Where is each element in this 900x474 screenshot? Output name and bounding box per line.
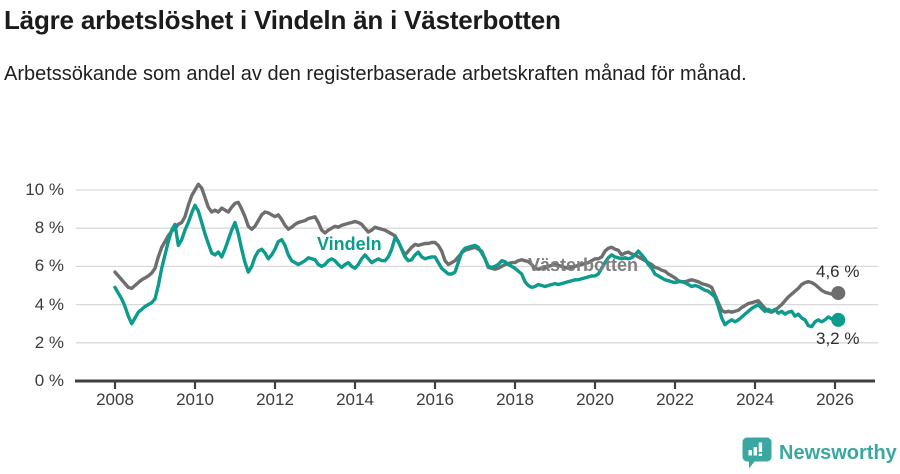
page-title: Lägre arbetslöshet i Vindeln än i Väster… <box>4 5 561 35</box>
newsworthy-logo-icon <box>742 437 772 469</box>
end-value-label-vindeln: 3,2 % <box>816 329 860 348</box>
end-dot-vindeln <box>831 312 846 327</box>
y-tick-label: 10 % <box>25 180 64 199</box>
x-tick-label: 2026 <box>816 390 854 409</box>
gridlines <box>76 189 878 344</box>
x-tick-label: 2012 <box>256 390 294 409</box>
newsworthy-logo: Newsworthy <box>742 437 897 470</box>
x-axis <box>75 379 875 389</box>
chart-subtitle: Arbetssökande som andel av den registerb… <box>4 63 747 85</box>
series-lines <box>113 182 846 329</box>
end-value-label-vasterbotten: 4,6 % <box>816 262 860 281</box>
y-tick-label: 2 % <box>34 332 64 352</box>
series-line-vindeln <box>113 203 840 329</box>
series-label-vasterbotten: Västerbotten <box>528 255 639 275</box>
x-tick-label: 2014 <box>336 390 374 409</box>
x-tick-label: 2016 <box>416 390 454 409</box>
x-tick-label: 2008 <box>96 390 134 409</box>
newsworthy-logo-text: Newsworthy <box>779 442 897 464</box>
series-label-vindeln: Vindeln <box>317 234 382 254</box>
x-tick-label: 2022 <box>656 390 694 409</box>
x-tick-label: 2024 <box>736 390 774 409</box>
y-tick-label: 6 % <box>34 256 64 276</box>
x-tick-label: 2010 <box>176 390 214 409</box>
y-tick-label: 8 % <box>34 218 64 238</box>
x-tick-label: 2018 <box>496 390 534 409</box>
end-dot-västerbotten <box>831 286 846 301</box>
y-tick-label: 0 % <box>34 371 64 390</box>
y-tick-label: 4 % <box>34 294 64 314</box>
x-tick-label: 2020 <box>576 390 614 409</box>
